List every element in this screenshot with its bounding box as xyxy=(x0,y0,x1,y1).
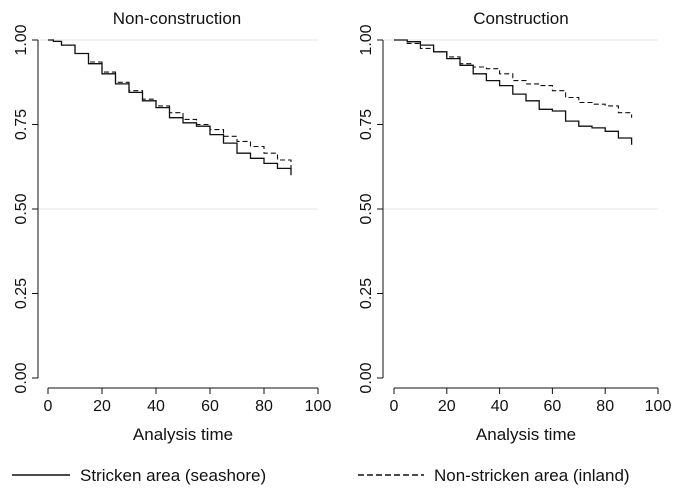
x-tick-label: 0 xyxy=(390,398,399,415)
x-tick-label: 40 xyxy=(491,398,509,415)
x-tick-label: 20 xyxy=(438,398,456,415)
y-tick-label: 0.25 xyxy=(358,278,375,309)
y-tick-label: 0.75 xyxy=(13,109,30,140)
chart-panel-2: Construction 0.00 0.25 0.50 0.75 1.00 0 20 40 60 8… xyxy=(358,9,671,444)
x-tick-label: 80 xyxy=(255,398,273,415)
x-axis-label: Analysis time xyxy=(133,425,233,444)
series-line-stricken xyxy=(48,39,292,176)
y-tick-label: 0.50 xyxy=(358,193,375,224)
series-line-non-stricken xyxy=(48,39,292,171)
legend-label: Non-stricken area (inland) xyxy=(434,466,630,485)
x-tick-label: 60 xyxy=(544,398,562,415)
x-tick-label: 60 xyxy=(201,398,219,415)
series-line-non-stricken xyxy=(394,39,633,118)
x-tick-label: 100 xyxy=(305,398,332,415)
x-tick-label: 0 xyxy=(44,398,53,415)
x-axis-label: Analysis time xyxy=(476,425,576,444)
legend-label: Stricken area (seashore) xyxy=(80,466,266,485)
x-tick-label: 80 xyxy=(596,398,614,415)
series-line-stricken xyxy=(394,39,633,145)
y-tick-label: 0.75 xyxy=(358,109,375,140)
legend: Stricken area (seashore) Non-stricken are… xyxy=(12,466,630,485)
y-tick-label: 1.00 xyxy=(358,24,375,55)
y-tick-label: 0.00 xyxy=(358,362,375,393)
panels: Non-construction 0.00 0.25 0.50 0.75 1.00 0 20 4… xyxy=(13,9,671,444)
panel-title: Construction xyxy=(473,9,568,28)
y-tick-label: 0.25 xyxy=(13,278,30,309)
y-tick-label: 1.00 xyxy=(13,24,30,55)
y-tick-label: 0.00 xyxy=(13,362,30,393)
x-tick-label: 100 xyxy=(645,398,672,415)
x-tick-label: 20 xyxy=(93,398,111,415)
panel-title: Non-construction xyxy=(113,9,242,28)
y-tick-label: 0.50 xyxy=(13,193,30,224)
chart-panel-1: Non-construction 0.00 0.25 0.50 0.75 1.00 0 20 4… xyxy=(13,9,331,444)
x-tick-label: 40 xyxy=(147,398,165,415)
